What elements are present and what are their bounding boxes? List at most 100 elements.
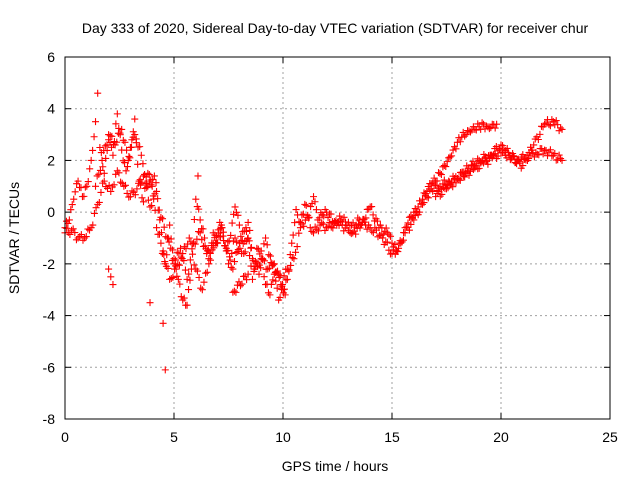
data-point-marker [188, 245, 196, 253]
data-point-marker [275, 270, 283, 278]
data-point-marker [170, 260, 178, 268]
data-point-marker [244, 218, 252, 226]
data-point-marker [319, 220, 327, 228]
data-point-marker [283, 275, 291, 283]
data-point-marker [71, 188, 79, 196]
data-point-marker [90, 209, 98, 217]
data-point-marker [520, 155, 528, 163]
data-point-marker [491, 124, 499, 132]
data-point-marker [557, 124, 565, 132]
data-point-marker [136, 143, 144, 151]
data-point-marker [485, 125, 493, 133]
data-point-marker [528, 146, 536, 154]
data-point-marker [265, 251, 273, 259]
data-point-marker [466, 167, 474, 175]
data-point-marker [379, 234, 387, 242]
data-point-marker [269, 276, 277, 284]
data-point-marker [257, 247, 265, 255]
data-point-marker [383, 238, 391, 246]
data-point-marker [131, 131, 139, 139]
data-point-marker [194, 172, 202, 180]
data-point-marker [196, 229, 204, 237]
data-point-marker [244, 270, 252, 278]
data-point-marker [154, 195, 162, 203]
data-point-marker [68, 201, 76, 209]
data-point-marker [92, 204, 100, 212]
data-point-marker [81, 183, 89, 191]
data-point-marker [443, 158, 451, 166]
data-point-marker [460, 172, 468, 180]
data-point-marker [131, 115, 139, 123]
data-point-marker [185, 286, 193, 294]
data-point-marker [116, 129, 124, 137]
data-point-marker [230, 287, 238, 295]
data-point-marker [143, 184, 151, 192]
data-point-marker [197, 284, 205, 292]
data-point-marker [369, 211, 377, 219]
plot-frame [64, 56, 611, 420]
data-point-marker [139, 198, 147, 206]
data-point-marker [131, 191, 139, 199]
data-point-marker [142, 173, 150, 181]
data-point-marker [126, 154, 134, 162]
data-point-marker [190, 239, 198, 247]
data-point-marker [536, 130, 544, 138]
data-point-marker [554, 156, 562, 164]
data-point-marker [186, 256, 194, 264]
data-point-marker [407, 220, 415, 228]
data-point-marker [92, 182, 100, 190]
data-point-marker [483, 157, 491, 165]
data-point-marker [452, 145, 460, 153]
data-point-marker [242, 224, 250, 232]
data-point-marker [165, 238, 173, 246]
data-point-marker [232, 249, 240, 257]
data-point-marker [497, 141, 505, 149]
data-point-marker [219, 232, 227, 240]
data-point-marker [414, 203, 422, 211]
data-point-marker [285, 266, 293, 274]
data-point-marker [306, 224, 314, 232]
y-axis-label: SDTVAR / TECUs [6, 182, 22, 294]
data-point-marker [235, 221, 243, 229]
data-point-marker [437, 171, 445, 179]
data-point-marker [227, 231, 235, 239]
data-point-marker [213, 232, 221, 240]
data-point-marker [549, 118, 557, 126]
data-point-marker [69, 225, 77, 233]
data-point-marker [225, 260, 232, 268]
data-point-marker [199, 242, 207, 250]
data-point-marker [211, 231, 219, 239]
data-point-marker [256, 250, 264, 258]
data-point-marker [155, 206, 163, 214]
data-point-marker [209, 239, 217, 247]
data-point-marker [453, 138, 461, 146]
data-point-marker [74, 177, 82, 185]
data-point-marker [248, 255, 256, 263]
data-point-marker [64, 219, 72, 227]
data-point-marker [200, 278, 208, 286]
data-point-marker [253, 262, 261, 270]
data-point-marker [440, 162, 448, 170]
x-tick-label: 0 [61, 429, 69, 445]
data-point-marker [206, 248, 214, 256]
data-point-marker [152, 179, 160, 187]
data-point-marker [503, 144, 511, 152]
data-point-marker [97, 188, 105, 196]
data-point-marker [458, 133, 466, 141]
data-point-marker [117, 178, 125, 186]
data-point-marker [77, 231, 85, 239]
data-point-marker [310, 229, 318, 237]
data-point-marker [411, 212, 419, 220]
data-point-marker [382, 224, 390, 232]
data-point-marker [388, 250, 396, 258]
data-point-marker [146, 299, 154, 307]
data-point-marker [426, 186, 434, 194]
data-point-marker [417, 200, 425, 208]
data-point-marker [413, 208, 421, 216]
y-tick-label: -6 [43, 359, 56, 375]
data-point-marker [98, 156, 106, 164]
data-point-marker [176, 280, 184, 288]
data-point-marker [372, 226, 380, 234]
data-point-marker [248, 275, 256, 283]
data-point-marker [308, 227, 316, 235]
